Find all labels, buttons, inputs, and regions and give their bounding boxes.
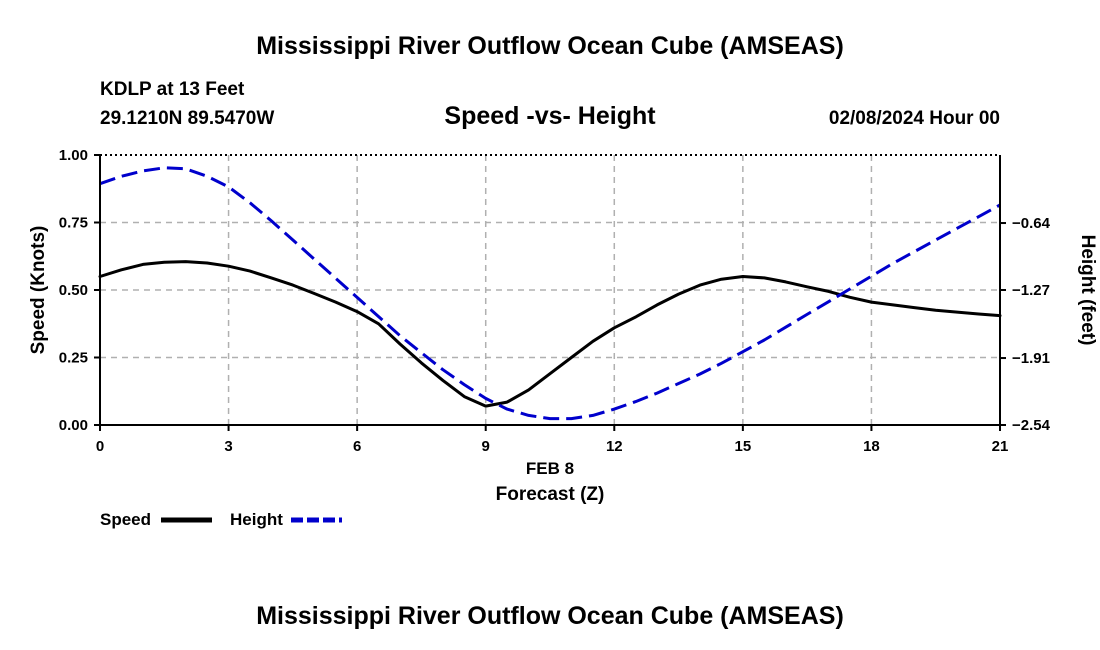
grid-lines <box>100 155 1000 425</box>
chart-subtitle: Speed -vs- Height <box>444 102 656 130</box>
x-tick-label: 12 <box>606 438 623 455</box>
x-tick-label: 15 <box>735 438 752 455</box>
station-label: KDLP at 13 Feet <box>100 79 245 100</box>
x-tick-label: 0 <box>96 438 104 455</box>
y2-axis-title: Height (feet) <box>1077 235 1098 346</box>
y-tick-label: 0.50 <box>59 282 88 299</box>
legend-speed-label: Speed <box>100 510 151 529</box>
y-tick-label: 0.00 <box>59 417 88 434</box>
legend: Speed Height <box>100 510 342 529</box>
x-tick-label: 6 <box>353 438 361 455</box>
plot-frame <box>99 154 1001 426</box>
y-axis-left: 0.00 0.25 0.50 0.75 1.00 <box>59 147 100 434</box>
y2-tick-label: −2.54 <box>1012 417 1051 434</box>
legend-height-label: Height <box>230 510 283 529</box>
x-axis-title: Forecast (Z) <box>496 484 605 505</box>
x-tick-label: 9 <box>482 438 490 455</box>
station-coordinates: 29.1210N 89.5470W <box>100 108 274 129</box>
x-tick-label: 21 <box>992 438 1009 455</box>
series-line-speed <box>98 260 1002 408</box>
forecast-date: 02/08/2024 Hour 00 <box>829 108 1000 129</box>
series-line-height <box>99 166 1001 421</box>
x-axis-date-label: FEB 8 <box>526 459 574 478</box>
y-axis-right: −2.54 −1.91 −1.27 −0.64 <box>1000 215 1051 434</box>
y2-tick-label: −1.91 <box>1012 350 1050 367</box>
y2-tick-label: −1.27 <box>1012 282 1050 299</box>
x-tick-label: 18 <box>863 438 880 455</box>
series-lines <box>98 166 1002 421</box>
y-axis-title: Speed (Knots) <box>28 226 49 355</box>
y-tick-label: 0.75 <box>59 215 88 232</box>
footer-title: Mississippi River Outflow Ocean Cube (AM… <box>256 602 844 630</box>
y-tick-label: 0.25 <box>59 350 88 367</box>
chart-main-title: Mississippi River Outflow Ocean Cube (AM… <box>256 32 844 60</box>
x-tick-label: 3 <box>224 438 232 455</box>
y-tick-label: 1.00 <box>59 147 88 164</box>
x-axis: 0 3 6 9 12 15 18 21 <box>96 425 1009 455</box>
y2-tick-label: −0.64 <box>1012 215 1051 232</box>
